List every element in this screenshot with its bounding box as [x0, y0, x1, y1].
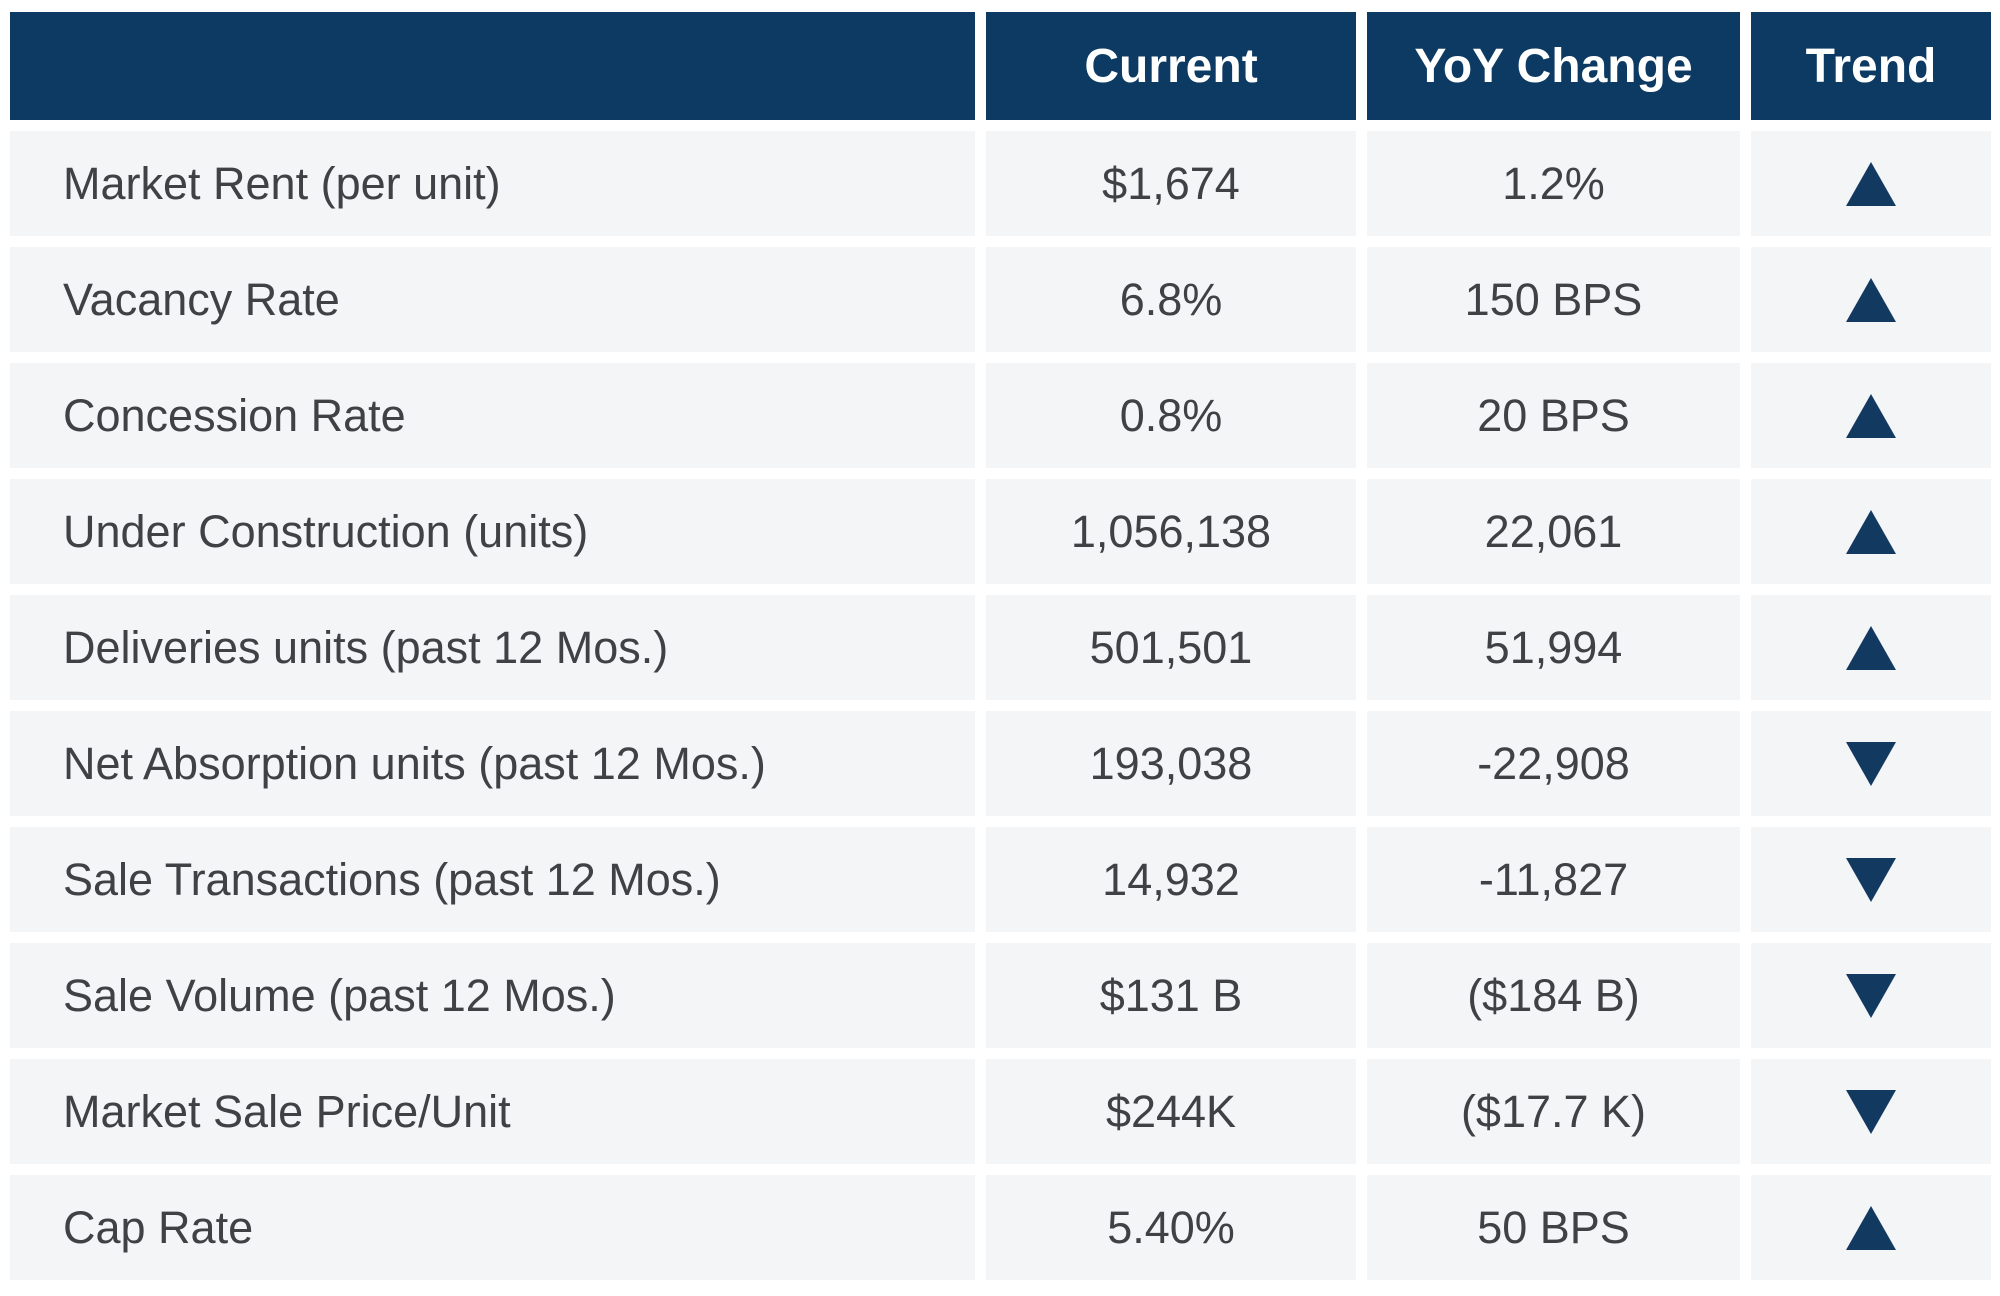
column-header-yoy-change: YoY Change	[1367, 12, 1740, 120]
trend-cell	[1751, 595, 1991, 700]
table-header-row: Current YoY Change Trend	[10, 12, 1991, 120]
trend-cell	[1751, 1059, 1991, 1164]
current-value: $244K	[986, 1059, 1356, 1164]
column-header-trend: Trend	[1751, 12, 1991, 120]
column-header-blank	[10, 12, 975, 120]
current-value: 14,932	[986, 827, 1356, 932]
triangle-up-icon	[1846, 625, 1896, 670]
metric-label: Sale Volume (past 12 Mos.)	[10, 943, 975, 1048]
metric-label: Deliveries units (past 12 Mos.)	[10, 595, 975, 700]
metric-label: Under Construction (units)	[10, 479, 975, 584]
triangle-up-icon	[1846, 393, 1896, 438]
triangle-down-icon	[1846, 857, 1896, 902]
yoy-change-value: 20 BPS	[1367, 363, 1740, 468]
trend-cell	[1751, 711, 1991, 816]
metric-label: Market Rent (per unit)	[10, 131, 975, 236]
metric-label: Concession Rate	[10, 363, 975, 468]
trend-cell	[1751, 827, 1991, 932]
triangle-down-icon	[1846, 1089, 1896, 1134]
trend-cell	[1751, 943, 1991, 1048]
yoy-change-value: ($17.7 K)	[1367, 1059, 1740, 1164]
triangle-down-icon	[1846, 741, 1896, 786]
yoy-change-value: -22,908	[1367, 711, 1740, 816]
column-header-current: Current	[986, 12, 1356, 120]
table-row: Sale Volume (past 12 Mos.) $131 B ($184 …	[10, 943, 1991, 1048]
table-row: Under Construction (units) 1,056,138 22,…	[10, 479, 1991, 584]
metric-label: Market Sale Price/Unit	[10, 1059, 975, 1164]
metric-label: Net Absorption units (past 12 Mos.)	[10, 711, 975, 816]
yoy-change-value: 51,994	[1367, 595, 1740, 700]
trend-cell	[1751, 479, 1991, 584]
yoy-change-value: -11,827	[1367, 827, 1740, 932]
yoy-change-value: 1.2%	[1367, 131, 1740, 236]
yoy-change-value: 50 BPS	[1367, 1175, 1740, 1280]
trend-cell	[1751, 131, 1991, 236]
table-row: Concession Rate 0.8% 20 BPS	[10, 363, 1991, 468]
table-row: Deliveries units (past 12 Mos.) 501,501 …	[10, 595, 1991, 700]
current-value: 0.8%	[986, 363, 1356, 468]
current-value: $131 B	[986, 943, 1356, 1048]
current-value: 501,501	[986, 595, 1356, 700]
triangle-down-icon	[1846, 973, 1896, 1018]
trend-cell	[1751, 247, 1991, 352]
current-value: 193,038	[986, 711, 1356, 816]
triangle-up-icon	[1846, 161, 1896, 206]
market-stats-table: Current YoY Change Trend Market Rent (pe…	[10, 12, 1991, 1291]
table-row: Vacancy Rate 6.8% 150 BPS	[10, 247, 1991, 352]
table-row: Sale Transactions (past 12 Mos.) 14,932 …	[10, 827, 1991, 932]
table-row: Market Rent (per unit) $1,674 1.2%	[10, 131, 1991, 236]
triangle-up-icon	[1846, 509, 1896, 554]
trend-cell	[1751, 1175, 1991, 1280]
current-value: $1,674	[986, 131, 1356, 236]
current-value: 5.40%	[986, 1175, 1356, 1280]
yoy-change-value: ($184 B)	[1367, 943, 1740, 1048]
table-row: Cap Rate 5.40% 50 BPS	[10, 1175, 1991, 1280]
triangle-up-icon	[1846, 277, 1896, 322]
table-row: Market Sale Price/Unit $244K ($17.7 K)	[10, 1059, 1991, 1164]
triangle-up-icon	[1846, 1205, 1896, 1250]
current-value: 6.8%	[986, 247, 1356, 352]
table-row: Net Absorption units (past 12 Mos.) 193,…	[10, 711, 1991, 816]
yoy-change-value: 22,061	[1367, 479, 1740, 584]
trend-cell	[1751, 363, 1991, 468]
metric-label: Cap Rate	[10, 1175, 975, 1280]
metric-label: Vacancy Rate	[10, 247, 975, 352]
current-value: 1,056,138	[986, 479, 1356, 584]
metric-label: Sale Transactions (past 12 Mos.)	[10, 827, 975, 932]
yoy-change-value: 150 BPS	[1367, 247, 1740, 352]
